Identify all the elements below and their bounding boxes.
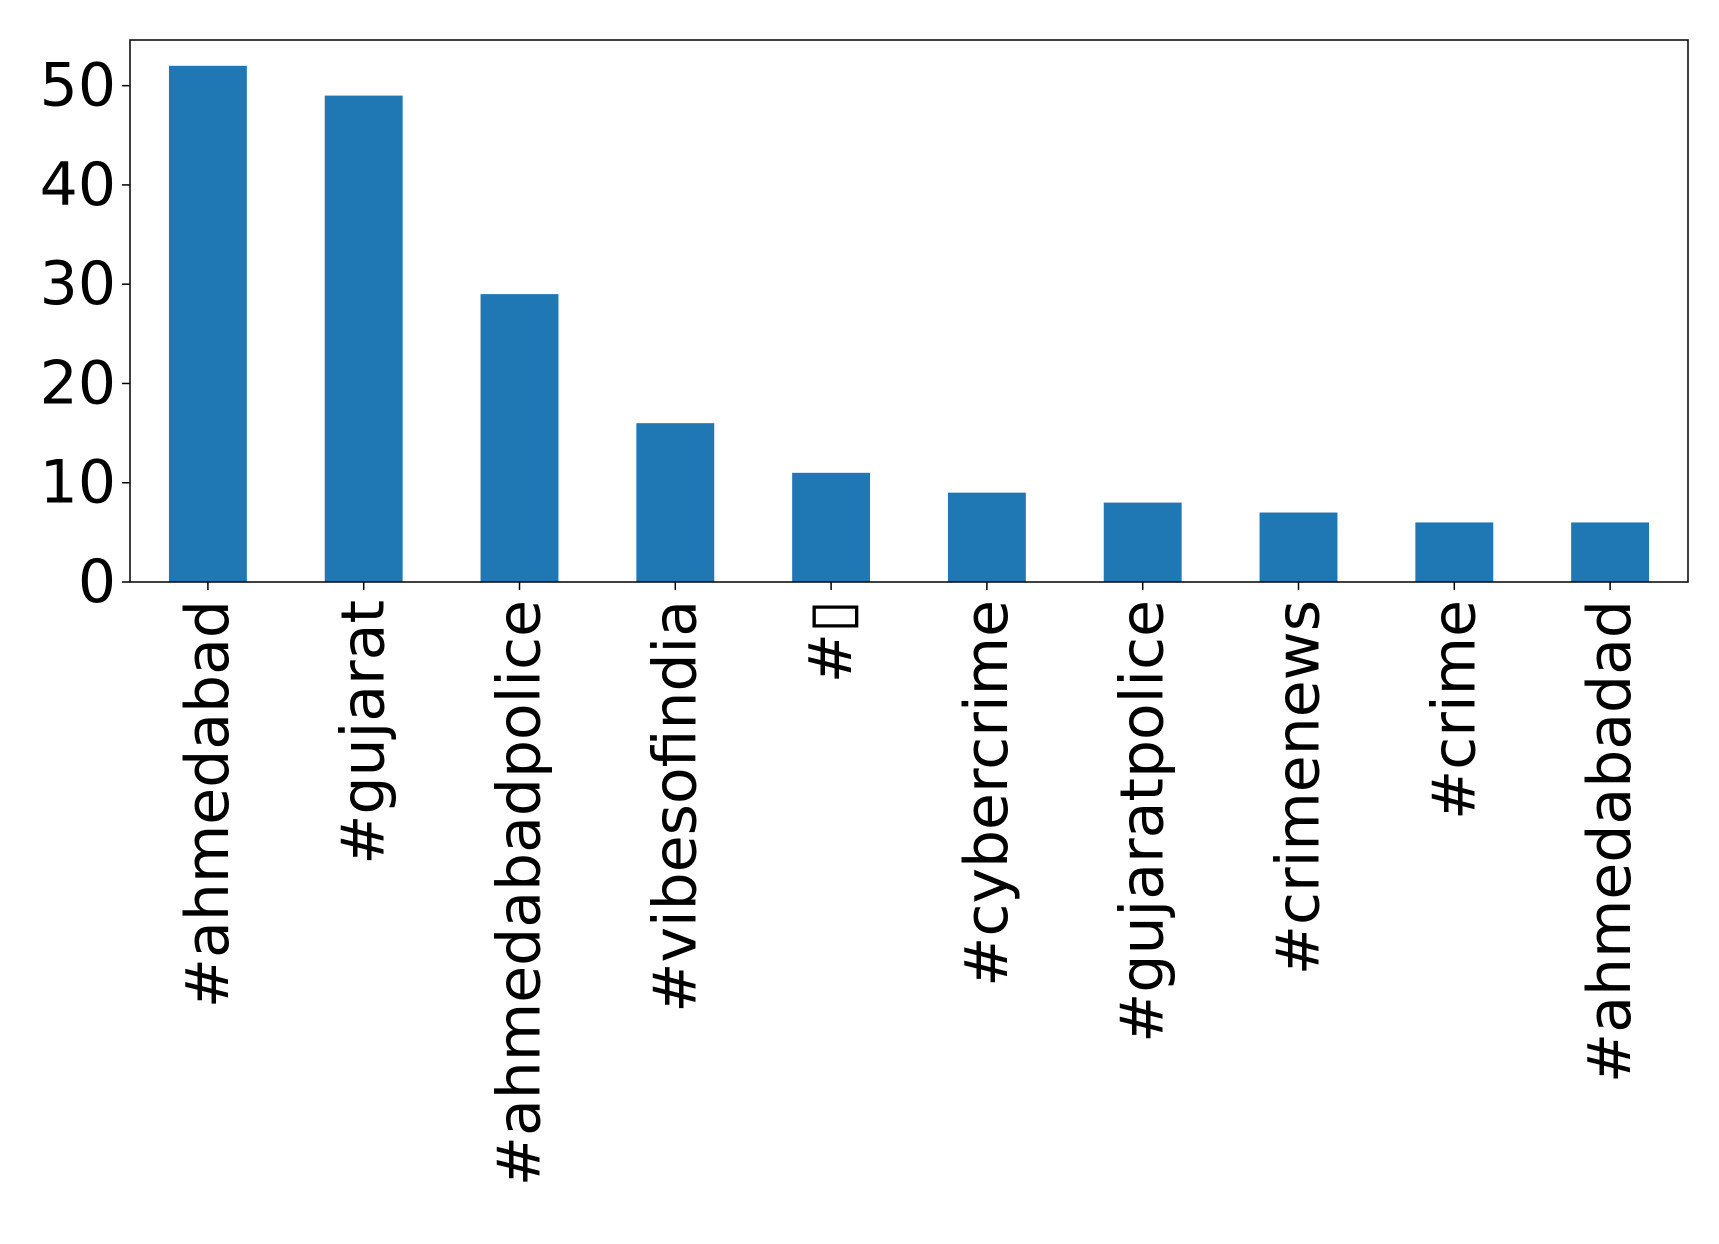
- x-tick-label: #ahmedabadad: [1575, 600, 1645, 1083]
- bar: [480, 294, 559, 582]
- x-tick-label: #▯: [796, 600, 866, 683]
- x-tick-label: #crime: [1419, 600, 1489, 820]
- bar: [1259, 512, 1338, 582]
- x-tick-label: #ahmedabad: [173, 600, 243, 1008]
- bar: [324, 95, 403, 582]
- bar: [1103, 502, 1182, 582]
- x-tick-label: #gujarat: [329, 600, 399, 865]
- plot-area-frame: [129, 39, 1689, 583]
- y-tick-label: 20: [40, 348, 116, 418]
- bar: [792, 472, 871, 582]
- y-tick-label: 50: [40, 51, 116, 121]
- bar: [168, 65, 247, 583]
- x-tick-label: #gujaratpolice: [1108, 600, 1178, 1043]
- y-axis-ticks: 0 10 20 30 40 50: [40, 51, 130, 617]
- bar: [636, 423, 715, 582]
- bar: [1571, 522, 1650, 582]
- y-tick-label: 0: [78, 547, 116, 617]
- x-tick-label: #cybercrime: [952, 600, 1022, 987]
- y-tick-label: 10: [40, 448, 116, 518]
- x-tick-label: #vibesofindia: [640, 600, 710, 1013]
- bar: [1415, 522, 1494, 582]
- bar: [947, 492, 1026, 582]
- x-axis-ticks: #ahmedabad #gujarat #ahmedabadpolice #vibes…: [173, 582, 1645, 1186]
- x-tick-label: #ahmedabadpolice: [485, 600, 555, 1186]
- y-tick-label: 40: [40, 150, 116, 220]
- x-tick-label: #crimenews: [1264, 600, 1334, 975]
- bars-layer: [168, 65, 1650, 583]
- y-tick-label: 30: [40, 249, 116, 319]
